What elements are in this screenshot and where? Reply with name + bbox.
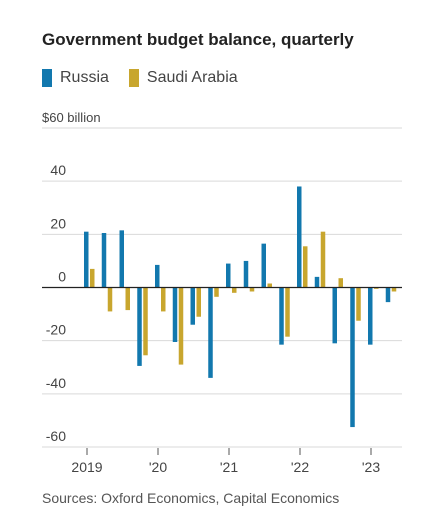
x-tick-label: 2019 — [71, 459, 102, 475]
legend: Russia Saudi Arabia — [42, 69, 258, 87]
bar-russia — [279, 287, 284, 345]
bar-russia — [332, 287, 337, 344]
bar-saudi-arabia — [303, 246, 308, 288]
bar-saudi-arabia — [232, 287, 237, 293]
bar-saudi-arabia — [249, 287, 255, 292]
bar-russia — [119, 230, 124, 288]
y-tick-label: -40 — [46, 375, 66, 391]
legend-swatch-saudi-arabia — [128, 69, 139, 87]
y-tick-label: -60 — [46, 428, 66, 444]
bar-saudi-arabia — [178, 287, 184, 365]
x-tick-label: '21 — [220, 459, 238, 475]
bar-russia — [208, 287, 213, 378]
bar-saudi-arabia — [143, 287, 148, 356]
bar-russia — [226, 263, 231, 288]
legend-label-saudi-arabia: Saudi Arabia — [146, 69, 238, 86]
y-tick-label: 40 — [50, 162, 66, 178]
bar-russia — [172, 287, 178, 342]
bar-chart: $60 billion 40 20 0 -20 -40 -60 2019 '20 '21 '22 '2… — [42, 110, 402, 475]
legend-item-saudi-arabia: Saudi Arabia — [128, 69, 238, 87]
x-tick-label: '23 — [362, 459, 380, 475]
bar-saudi-arabia — [285, 287, 290, 337]
bar-saudi-arabia — [196, 287, 201, 317]
x-tick-label: '20 — [149, 459, 167, 475]
bar-saudi-arabia — [267, 283, 272, 288]
y-tick-label: 20 — [50, 215, 66, 231]
bar-saudi-arabia — [90, 268, 95, 288]
bar-saudi-arabia — [338, 278, 343, 288]
bar-saudi-arabia — [107, 287, 113, 312]
source-note: Sources: Oxford Economics, Capital Econo… — [42, 490, 340, 506]
bar-saudi-arabia — [320, 231, 326, 288]
legend-swatch-russia — [42, 69, 52, 87]
bar-saudi-arabia — [161, 287, 166, 312]
x-tick-label: '22 — [291, 459, 309, 475]
chart-title: Government budget balance, quarterly — [42, 30, 354, 49]
y-tick-label: 0 — [58, 269, 66, 285]
bar-russia — [261, 243, 266, 288]
y-tick-label: -20 — [46, 322, 66, 338]
bar-russia — [137, 287, 142, 366]
bar-russia — [297, 186, 302, 288]
bar-saudi-arabia — [374, 287, 379, 289]
bar-russia — [368, 287, 373, 345]
bar-saudi-arabia — [214, 287, 219, 297]
bar-russia — [155, 264, 160, 288]
y-tick-label: $60 billion — [42, 110, 101, 125]
bar-russia — [350, 287, 355, 428]
bar-saudi-arabia — [391, 287, 397, 292]
legend-label-russia: Russia — [60, 69, 109, 86]
bar-russia — [84, 231, 89, 288]
legend-item-russia: Russia — [42, 69, 109, 87]
bar-russia — [385, 287, 391, 303]
bar-russia — [314, 276, 320, 288]
bar-russia — [101, 233, 107, 288]
bar-saudi-arabia — [356, 287, 361, 321]
bar-russia — [190, 287, 195, 325]
bar-saudi-arabia — [125, 287, 130, 311]
bar-russia — [243, 260, 249, 288]
